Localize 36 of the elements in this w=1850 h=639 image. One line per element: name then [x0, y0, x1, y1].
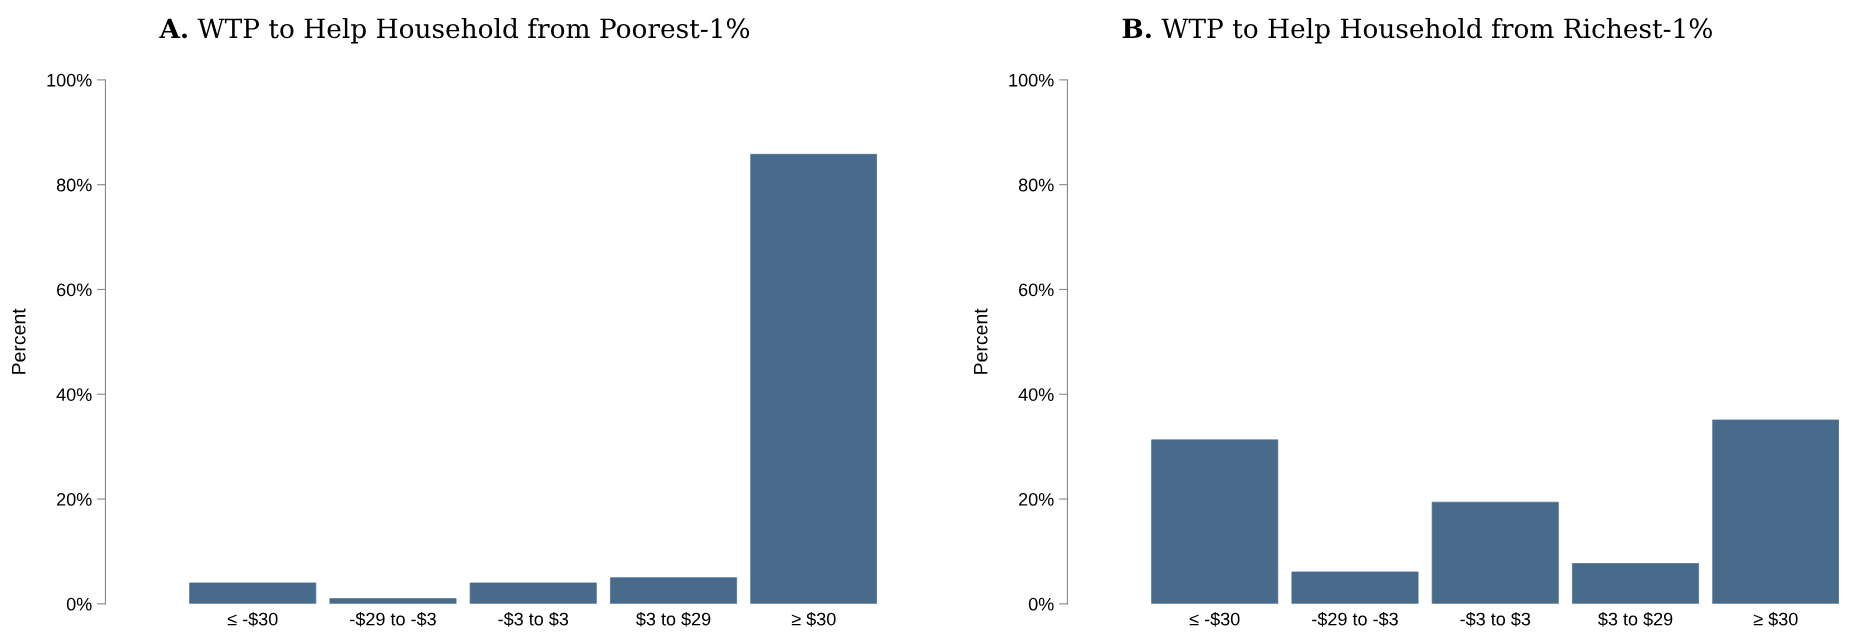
bar [1151, 439, 1279, 604]
y-tick-label: 80% [1018, 178, 1054, 192]
y-tick-label: 20% [57, 492, 92, 506]
bar [189, 582, 317, 604]
bar [1291, 571, 1419, 604]
bar [469, 582, 597, 604]
bar [610, 577, 737, 604]
x-tick-label: ≥ $30 [791, 611, 836, 627]
y-tick-label: 40% [56, 388, 92, 401]
x-tick-label: -$29 to -$3 [350, 611, 436, 627]
x-tick-label: ≤ -$30 [1189, 611, 1240, 627]
chart-title: A. WTP to Help Household from Poorest-1% [159, 17, 750, 44]
bar [1431, 501, 1559, 604]
x-tick-label: ≥ $30 [1753, 611, 1798, 627]
y-axis-title: Percent [974, 308, 988, 374]
y-tick-label: 80% [56, 178, 92, 192]
y-axis-title: Percent [12, 308, 26, 374]
y-tick-label: 20% [1019, 492, 1054, 506]
bar [1712, 419, 1839, 604]
y-tick-label: 100% [1009, 73, 1054, 87]
y-tick-label: 0% [1028, 597, 1054, 611]
x-tick-label: -$29 to -$3 [1312, 611, 1398, 627]
bar [1572, 563, 1699, 604]
y-tick-label: 60% [1019, 283, 1054, 297]
x-tick-label: -$3 to $3 [498, 611, 569, 627]
x-tick-label: ≤ -$30 [227, 611, 278, 627]
y-tick-label: 40% [1018, 388, 1054, 401]
y-tick-label: 0% [66, 597, 92, 611]
y-tick-label: 60% [57, 283, 92, 297]
x-tick-label: -$3 to $3 [1460, 611, 1531, 627]
bar [750, 153, 877, 604]
y-tick-label: 100% [47, 73, 92, 87]
x-tick-label: $3 to $29 [636, 611, 711, 627]
chart-title: B. WTP to Help Household from Richest-1% [1122, 17, 1712, 44]
x-tick-label: $3 to $29 [1598, 611, 1673, 627]
bar [329, 598, 457, 604]
